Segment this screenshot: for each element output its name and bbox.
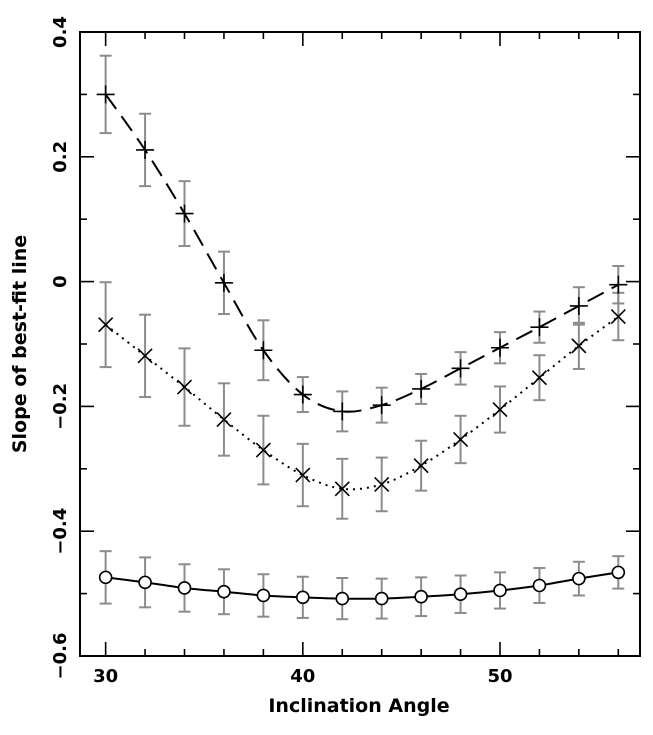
circle-marker <box>414 589 428 604</box>
cross-marker-b <box>295 467 311 483</box>
data-point <box>374 591 389 606</box>
data-point <box>335 591 350 606</box>
y-axis-label: Slope of best-fit line <box>9 235 31 453</box>
circle-marker <box>611 565 626 580</box>
data-point <box>569 296 588 315</box>
circle-marker <box>296 590 310 605</box>
data-point <box>96 85 115 104</box>
cross-marker-b <box>374 476 390 492</box>
data-point <box>256 588 271 603</box>
x-tick-label: 30 <box>93 666 118 687</box>
circle-marker <box>453 587 468 602</box>
data-point <box>98 317 114 333</box>
series-line <box>105 315 619 491</box>
data-point <box>413 458 429 474</box>
circle-marker <box>335 591 350 606</box>
cross-marker-b <box>176 379 193 395</box>
error-bar-layer <box>99 54 625 621</box>
cross-marker-b <box>98 317 114 333</box>
y-tick-label: 0.4 <box>50 16 71 48</box>
data-point <box>98 570 113 585</box>
data-point <box>293 385 312 404</box>
data-point <box>138 575 152 590</box>
cross-marker-b <box>334 481 350 497</box>
data-point <box>217 584 231 599</box>
circle-marker <box>256 588 271 603</box>
circle-marker <box>217 584 231 599</box>
cross-marker-b <box>492 401 508 418</box>
axis-layer <box>79 31 641 657</box>
data-point <box>254 341 273 360</box>
data-point <box>334 481 350 497</box>
data-point <box>296 590 310 605</box>
data-point <box>374 476 390 492</box>
data-point <box>451 359 470 378</box>
y-tick-label: −0.2 <box>50 383 71 430</box>
data-point <box>177 581 192 595</box>
cross-marker-b <box>610 308 626 325</box>
data-point <box>491 338 509 357</box>
data-point <box>531 370 548 386</box>
data-point <box>216 411 232 428</box>
circle-marker <box>98 570 113 585</box>
data-point <box>412 379 431 398</box>
plot-frame <box>79 31 641 657</box>
data-point <box>530 318 549 337</box>
data-point <box>176 379 193 395</box>
x-tick-label: 40 <box>290 666 315 687</box>
circle-marker <box>138 575 152 590</box>
marker-layer <box>96 85 628 606</box>
cross-marker-b <box>452 431 469 448</box>
data-point <box>255 442 271 458</box>
data-point <box>609 275 628 294</box>
data-point <box>372 396 391 415</box>
data-point <box>532 578 547 593</box>
data-point <box>214 273 233 292</box>
data-point <box>453 587 468 602</box>
data-point <box>452 431 469 448</box>
cross-marker-b <box>255 442 271 458</box>
data-point <box>414 589 428 604</box>
y-tick-label: 0 <box>50 275 71 288</box>
cross-marker-b <box>571 338 587 354</box>
data-point <box>611 565 626 580</box>
cross-marker-b <box>216 411 232 428</box>
data-point <box>492 401 508 418</box>
data-point <box>295 467 311 483</box>
x-tick-label: 50 <box>487 666 512 687</box>
cross-marker-b <box>137 348 153 364</box>
circle-marker <box>532 578 547 593</box>
series-line-layer <box>104 93 619 600</box>
circle-marker <box>177 581 192 595</box>
data-point <box>493 583 507 598</box>
circle-marker <box>572 571 586 586</box>
tick-label-layer: 30 40 50 −0.6 −0.4 −0.2 0 0.2 0.4 <box>50 16 513 687</box>
y-tick-label: −0.4 <box>50 508 71 555</box>
data-point <box>175 204 194 223</box>
circle-marker <box>493 583 507 598</box>
y-tick-label: 0.2 <box>50 141 71 173</box>
data-point <box>610 308 626 325</box>
x-axis-label: Inclination Angle <box>268 695 449 717</box>
data-point <box>333 402 352 421</box>
data-point <box>136 140 155 159</box>
y-tick-label: −0.6 <box>50 633 71 680</box>
data-point <box>137 348 153 364</box>
data-point <box>571 338 587 354</box>
cross-marker-b <box>531 370 548 386</box>
data-point <box>572 571 586 586</box>
series-line <box>104 93 619 413</box>
circle-marker <box>374 591 389 606</box>
cross-marker-b <box>413 458 429 474</box>
